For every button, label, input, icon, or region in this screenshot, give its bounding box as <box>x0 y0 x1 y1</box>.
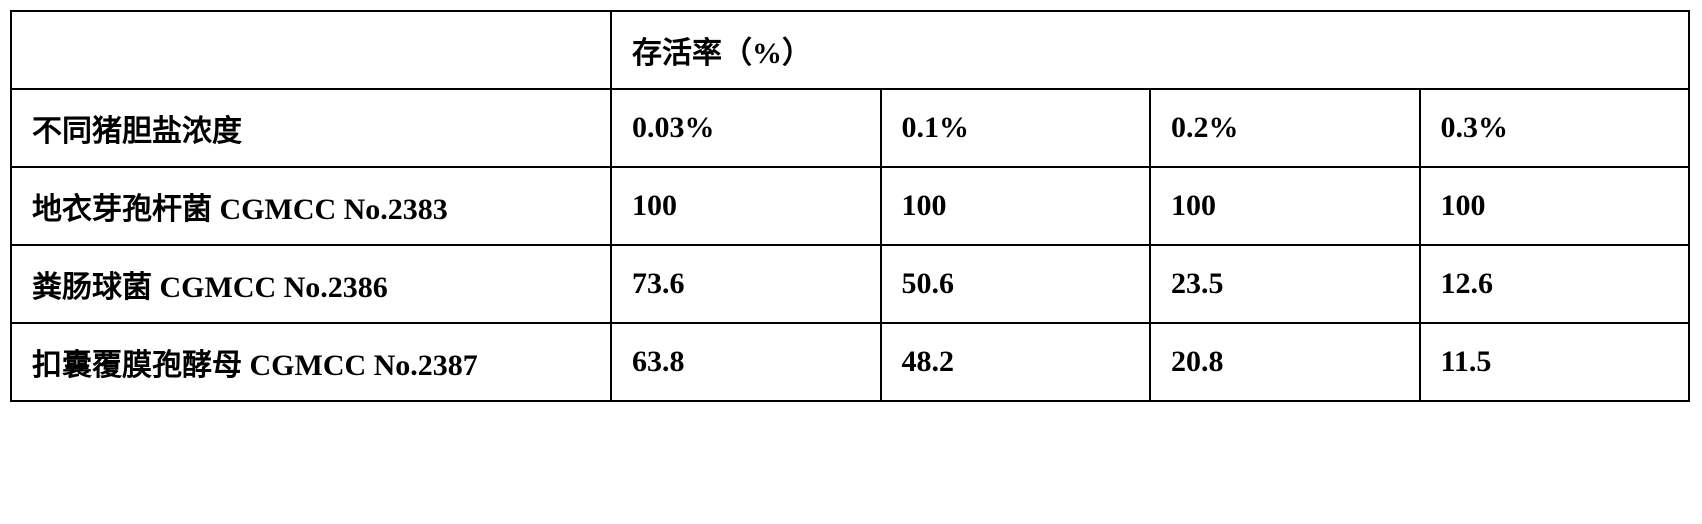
data-cell: 73.6 <box>611 245 881 323</box>
row-label-header: 不同猪胆盐浓度 <box>11 89 611 167</box>
header-blank-cell <box>11 11 611 89</box>
data-cell: 50.6 <box>881 245 1151 323</box>
row-label: 粪肠球菌 CGMCC No.2386 <box>11 245 611 323</box>
table-row: 粪肠球菌 CGMCC No.2386 73.6 50.6 23.5 12.6 <box>11 245 1689 323</box>
data-cell: 100 <box>1150 167 1420 245</box>
concentration-cell: 0.1% <box>881 89 1151 167</box>
data-cell: 100 <box>611 167 881 245</box>
data-cell: 23.5 <box>1150 245 1420 323</box>
table-concentration-row: 不同猪胆盐浓度 0.03% 0.1% 0.2% 0.3% <box>11 89 1689 167</box>
data-cell: 12.6 <box>1420 245 1690 323</box>
survival-rate-table: 存活率（%） 不同猪胆盐浓度 0.03% 0.1% 0.2% 0.3% 地衣芽孢… <box>10 10 1690 402</box>
data-cell: 20.8 <box>1150 323 1420 401</box>
concentration-cell: 0.3% <box>1420 89 1690 167</box>
table-header-row: 存活率（%） <box>11 11 1689 89</box>
data-cell: 100 <box>881 167 1151 245</box>
row-label: 扣囊覆膜孢酵母 CGMCC No.2387 <box>11 323 611 401</box>
data-cell: 100 <box>1420 167 1690 245</box>
data-cell: 48.2 <box>881 323 1151 401</box>
row-label: 地衣芽孢杆菌 CGMCC No.2383 <box>11 167 611 245</box>
table-row: 地衣芽孢杆菌 CGMCC No.2383 100 100 100 100 <box>11 167 1689 245</box>
header-title-cell: 存活率（%） <box>611 11 1689 89</box>
concentration-cell: 0.03% <box>611 89 881 167</box>
data-cell: 11.5 <box>1420 323 1690 401</box>
concentration-cell: 0.2% <box>1150 89 1420 167</box>
table-row: 扣囊覆膜孢酵母 CGMCC No.2387 63.8 48.2 20.8 11.… <box>11 323 1689 401</box>
data-cell: 63.8 <box>611 323 881 401</box>
